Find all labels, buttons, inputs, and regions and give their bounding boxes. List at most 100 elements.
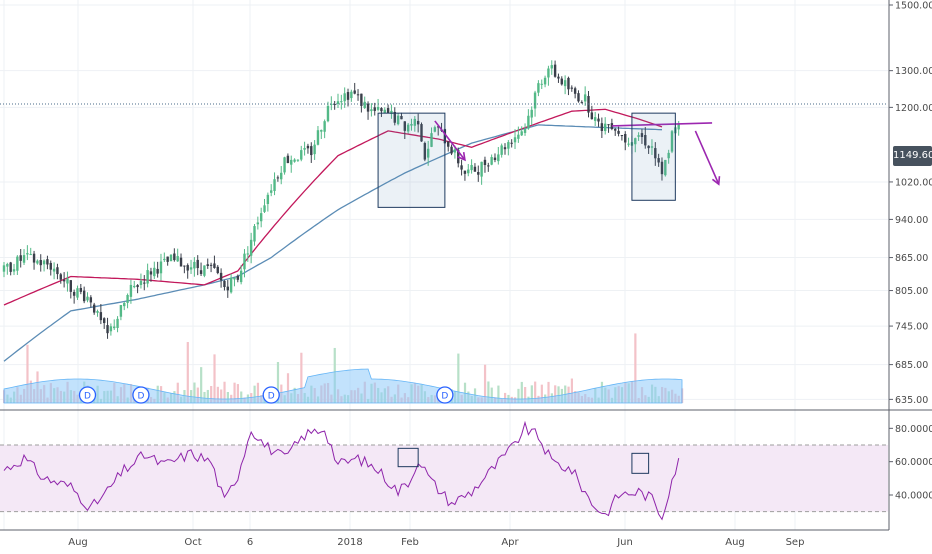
candle-body (226, 286, 229, 291)
candle-body (310, 146, 313, 156)
dividend-marker (262, 386, 280, 404)
price-axis-label: 1200.00 (895, 103, 932, 114)
candle-body (640, 133, 644, 138)
candle-body (393, 111, 396, 123)
candle-body (553, 64, 557, 77)
candle-body (253, 226, 256, 242)
candle-body (196, 259, 199, 269)
candle-body (263, 205, 266, 212)
candle-body (189, 267, 193, 270)
volume-bar (176, 382, 179, 403)
candle-body (159, 261, 163, 274)
time-axis-label: Apr (501, 537, 519, 548)
candle-body (256, 222, 260, 225)
candle-body (326, 105, 330, 122)
time-axis-label: Aug (68, 537, 88, 548)
candle-body (477, 172, 480, 175)
candle-body (480, 161, 483, 177)
volume-bar (487, 381, 490, 403)
candle-body (290, 159, 293, 165)
candle-body (493, 157, 497, 161)
candle-body (644, 135, 647, 146)
candle-body (416, 120, 420, 125)
time-axis-label: Aug (725, 537, 745, 548)
candle-body (563, 80, 567, 87)
candle-body (523, 128, 527, 133)
candle-body (447, 141, 450, 147)
volume-bar (534, 381, 537, 403)
volume-bar (570, 378, 573, 403)
candle-body (56, 267, 59, 275)
candle-body (82, 290, 86, 302)
candle-body (103, 318, 106, 324)
candle-body (86, 296, 89, 301)
candle-body (533, 92, 537, 109)
volume-bar (490, 387, 493, 403)
volume-bar (253, 385, 256, 403)
annotation-arrow-head (711, 176, 721, 186)
volume-bar (497, 385, 500, 403)
volume-bar (300, 352, 303, 403)
price-axis-label: 865.00 (895, 253, 928, 264)
volume-bar (557, 386, 560, 403)
annotation-box (377, 112, 446, 208)
time-axis-label: 6 (247, 537, 253, 548)
rsi-line (3, 420, 680, 521)
candle-body (146, 270, 149, 284)
dividend-marker-label: D (268, 392, 275, 402)
candle-body (383, 109, 386, 114)
candle-body (213, 263, 216, 268)
candle-body (113, 326, 116, 329)
price-axis-label: 1300.00 (895, 66, 932, 77)
candle-body (517, 134, 520, 139)
candle-body (270, 190, 273, 193)
candle-body (333, 104, 336, 106)
candle-body (423, 143, 427, 160)
candle-body (96, 311, 99, 313)
candle-body (370, 109, 373, 112)
moving-average-200 (3, 124, 663, 362)
candle-body (273, 179, 276, 191)
candle-body (149, 271, 153, 275)
candle-body (36, 260, 39, 264)
price-axis-label: 745.00 (895, 322, 928, 333)
candle-body (306, 145, 310, 149)
rsi-axis-label: 40.0000 (895, 491, 932, 502)
candle-body (590, 112, 594, 120)
candle-body (209, 264, 213, 266)
candle-body (259, 213, 263, 222)
candle-body (366, 103, 370, 112)
candle-body (136, 285, 139, 288)
candle-body (300, 150, 303, 160)
candle-body (540, 83, 543, 85)
candle-body (286, 155, 290, 164)
candle-body (487, 165, 490, 167)
volume-bar (213, 354, 216, 403)
candle-body (206, 264, 209, 267)
candle-body (363, 101, 366, 109)
candle-body (543, 77, 547, 85)
candle-body (507, 142, 510, 149)
candle-body (513, 137, 517, 143)
candle-body (654, 148, 657, 159)
candle-body (617, 130, 620, 134)
volume-bar (457, 353, 460, 403)
price-axis-label: 635.00 (895, 395, 928, 406)
candle-body (316, 130, 320, 145)
dividend-marker-label: D (137, 392, 144, 402)
dividend-marker-label: D (84, 392, 91, 402)
candle-body (139, 280, 143, 285)
volume-bar (223, 381, 226, 403)
price-axis-label: 1020.00 (895, 177, 932, 188)
candle-body (29, 254, 32, 256)
candle-body (627, 143, 630, 145)
candle-body (634, 138, 637, 145)
volume-bar (206, 389, 209, 403)
candle-body (637, 135, 640, 137)
price-axis-label: 805.00 (895, 286, 928, 297)
candle-body (129, 284, 133, 297)
price-axis-label: 1500.00 (895, 1, 932, 12)
rsi-annotation-box (631, 452, 650, 474)
candle-body (330, 103, 333, 105)
